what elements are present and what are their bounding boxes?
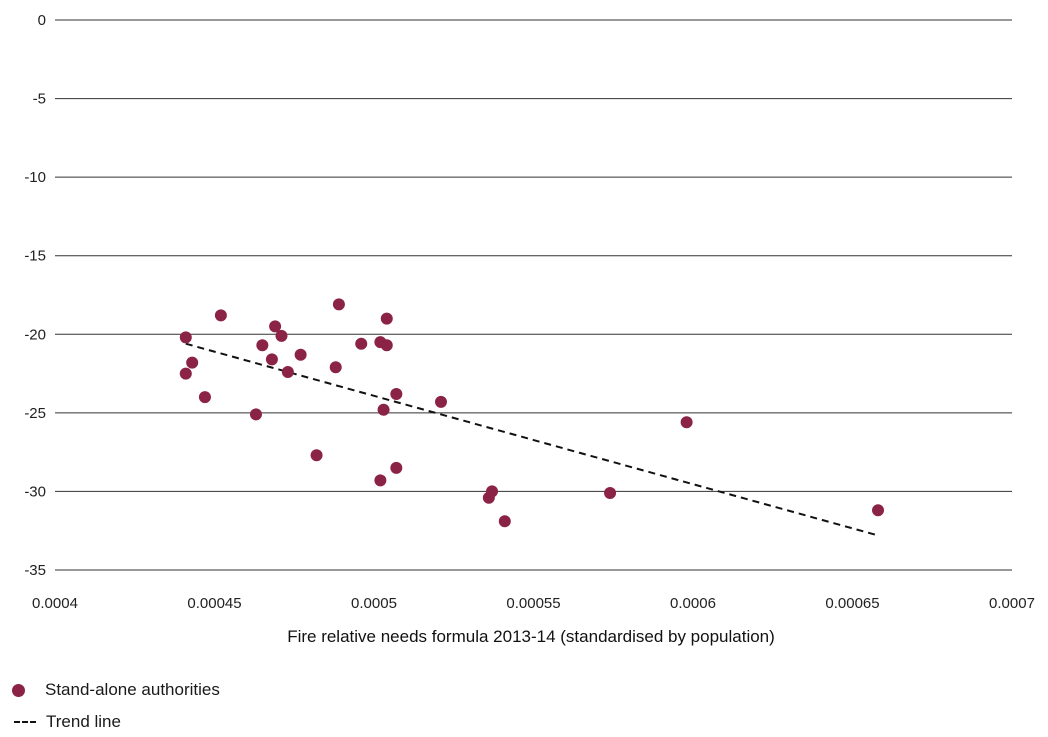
y-tick-label: 0	[38, 12, 46, 29]
data-point	[872, 504, 885, 517]
data-point	[269, 320, 282, 333]
data-point	[680, 416, 693, 429]
legend-dash-icon	[14, 721, 36, 723]
x-tick-label: 0.00065	[825, 595, 879, 612]
x-axis-ticks: 0.0004 0.00045 0.0005 0.00055 0.0006 0.00065 0…	[32, 595, 1035, 612]
data-point	[355, 337, 368, 350]
data-point	[214, 309, 227, 322]
x-tick-label: 0.0005	[351, 595, 397, 612]
y-tick-label: -20	[24, 326, 46, 343]
data-point	[265, 353, 278, 366]
y-axis-ticks: 0 -5 -10 -15 -20 -25 -30 -35	[24, 12, 46, 579]
x-axis-label: Fire relative needs formula 2013-14 (sta…	[287, 627, 775, 646]
data-point	[390, 461, 403, 474]
data-points	[179, 298, 885, 528]
data-point	[374, 474, 387, 487]
data-point	[380, 312, 393, 325]
gridlines	[55, 19, 1012, 571]
x-tick-label: 0.0007	[989, 595, 1035, 612]
data-point	[390, 388, 403, 400]
data-point	[604, 487, 617, 499]
data-point	[249, 408, 262, 421]
data-point	[332, 298, 345, 311]
data-point	[498, 515, 511, 528]
data-point	[179, 331, 192, 344]
data-point	[256, 339, 269, 352]
data-point	[281, 366, 294, 378]
legend-label-stand-alone: Stand-alone authorities	[45, 680, 220, 699]
y-tick-label: -30	[24, 483, 46, 500]
legend-label-trend: Trend line	[46, 712, 121, 731]
legend-dot-icon	[12, 683, 25, 697]
y-tick-label: -25	[24, 405, 46, 422]
data-point	[275, 329, 288, 342]
data-point	[186, 356, 199, 369]
legend-item-trend: Trend line	[12, 712, 121, 732]
y-tick-label: -5	[33, 91, 46, 108]
data-point	[310, 449, 323, 462]
y-tick-label: -35	[24, 562, 46, 579]
y-tick-label: -10	[24, 169, 46, 186]
x-tick-label: 0.00045	[187, 595, 241, 612]
data-point	[198, 391, 211, 404]
data-point	[380, 339, 393, 352]
x-tick-label: 0.00055	[506, 595, 560, 612]
data-point	[434, 395, 447, 408]
x-tick-label: 0.0004	[32, 595, 78, 612]
x-tick-label: 0.0006	[670, 595, 716, 612]
data-point	[294, 348, 307, 361]
data-point	[377, 403, 390, 416]
data-point	[179, 367, 192, 380]
scatter-chart: 0-5-10-15-20-25-30-35 0.0004 0.00045 0.000…	[24, 12, 1035, 646]
data-point	[486, 485, 499, 498]
legend-item-stand-alone: Stand-alone authorities	[12, 680, 220, 700]
y-tick-label: -15	[24, 248, 46, 265]
data-point	[329, 361, 342, 374]
